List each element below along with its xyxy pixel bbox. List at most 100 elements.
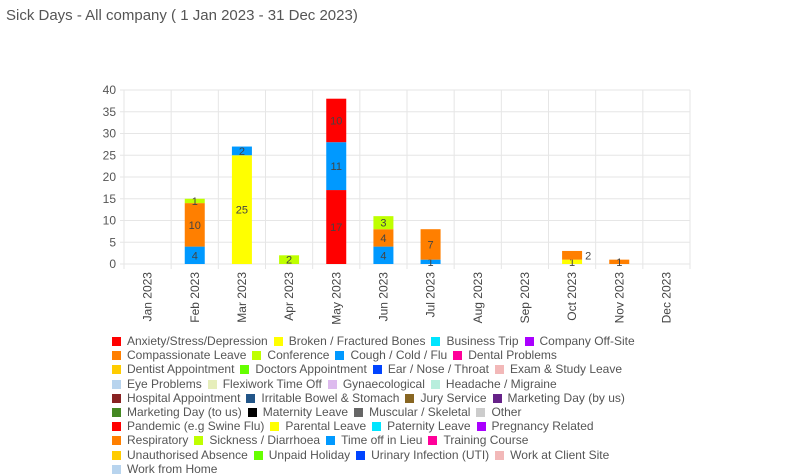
- data-label: 10: [330, 115, 342, 127]
- legend-item[interactable]: Unauthorised Absence: [112, 448, 248, 462]
- legend-label: Unauthorised Absence: [127, 447, 248, 462]
- legend-swatch-icon: [112, 436, 121, 446]
- legend-swatch-icon: [112, 393, 121, 403]
- legend-label: Marketing Day (by us): [507, 390, 625, 405]
- legend-item[interactable]: Respiratory: [112, 433, 188, 447]
- legend-label: Flexiwork Time Off: [222, 376, 322, 391]
- legend-item[interactable]: Time off in Lieu: [326, 433, 422, 447]
- legend-item[interactable]: Cough / Cold / Flu: [335, 348, 447, 362]
- legend-label: Conference: [267, 348, 330, 363]
- data-label: 25: [236, 205, 248, 217]
- x-tick-label: Mar 2023: [235, 272, 249, 323]
- legend-item[interactable]: Exam & Study Leave: [494, 362, 623, 377]
- legend-swatch-icon: [494, 365, 504, 375]
- legend-item[interactable]: Eye Problems: [112, 377, 202, 391]
- legend-item[interactable]: Conference: [252, 348, 329, 362]
- legend-label: Business Trip: [446, 334, 519, 348]
- legend-swatch-icon: [405, 393, 415, 403]
- legend-item[interactable]: Doctors Appointment: [240, 362, 367, 376]
- legend-item[interactable]: Sickness / Diarrhoea: [194, 433, 320, 447]
- legend-swatch-icon: [273, 337, 283, 346]
- bar-segment: [373, 246, 394, 264]
- x-tick-label: May 2023: [329, 272, 343, 325]
- legend-item[interactable]: Pregnancy Related: [476, 419, 594, 434]
- legend-swatch-icon: [246, 393, 256, 403]
- legend-label: Time off in Lieu: [341, 433, 423, 448]
- legend-item[interactable]: Paternity Leave: [372, 419, 471, 433]
- data-label: 1: [569, 257, 575, 269]
- legend-swatch-icon: [354, 408, 364, 418]
- legend-item[interactable]: Dentist Appointment: [112, 362, 234, 376]
- legend-item[interactable]: Headache / Migraine: [430, 376, 557, 391]
- legend-item[interactable]: Other: [476, 405, 521, 419]
- data-label: 4: [380, 233, 386, 245]
- legend-label: Maternity Leave: [262, 405, 349, 420]
- bar-segment: [326, 142, 347, 191]
- legend-swatch-icon: [112, 408, 121, 418]
- legend-item[interactable]: Anxiety/Stress/Depression: [112, 334, 268, 348]
- y-tick-label: 30: [103, 127, 117, 141]
- legend-item[interactable]: Urinary Infection (UTI): [356, 448, 489, 462]
- legend-item[interactable]: Flexiwork Time Off: [207, 376, 322, 391]
- legend-label: Pandemic (e.g Swine Flu): [127, 419, 265, 434]
- legend-label: Muscular / Skeletal: [369, 405, 471, 420]
- legend-item[interactable]: Maternity Leave: [247, 405, 349, 420]
- legend-label: Respiratory: [127, 433, 189, 448]
- legend-item[interactable]: Irritable Bowel & Stomach: [246, 391, 399, 405]
- legend-item[interactable]: Work from Home: [112, 462, 217, 476]
- data-label: 4: [192, 250, 198, 262]
- legend-item[interactable]: Training Course: [428, 433, 528, 447]
- legend-swatch-icon: [253, 450, 263, 460]
- legend-label: Training Course: [443, 433, 529, 448]
- legend-swatch-icon: [327, 379, 337, 389]
- legend-item[interactable]: Company Off-Site: [524, 334, 635, 348]
- data-label: 10: [189, 220, 201, 232]
- legend-label: Jury Service: [420, 390, 487, 405]
- legend-label: Headache / Migraine: [445, 376, 557, 391]
- bar-segment: [279, 255, 300, 264]
- legend-item[interactable]: Work at Client Site: [495, 448, 609, 462]
- data-label: 2: [239, 146, 245, 158]
- stacked-bar-chart: 0 5 10 15 20 25 30 35 40 Jan 2023 Feb 2023 4 10 1 Mar …: [103, 83, 691, 325]
- legend-label: Pregnancy Related: [491, 419, 594, 434]
- legend-label: Compassionate Leave: [127, 348, 247, 363]
- legend-swatch-icon: [476, 422, 486, 432]
- legend-item[interactable]: Marketing Day (by us): [492, 390, 625, 405]
- legend-item[interactable]: Dental Problems: [453, 348, 557, 362]
- legend-label: Anxiety/Stress/Depression: [127, 334, 268, 348]
- legend-label: Marketing Day (to us): [127, 405, 242, 420]
- bar-segment: [562, 259, 583, 264]
- y-tick-label: 5: [109, 235, 116, 249]
- chart-legend: Anxiety/Stress/Depression Broken / Fractu…: [112, 334, 672, 476]
- x-tick-label: Feb 2023: [188, 272, 202, 323]
- legend-item[interactable]: Parental Leave: [270, 419, 366, 433]
- legend-item[interactable]: Muscular / Skeletal: [354, 405, 470, 419]
- legend-item[interactable]: Business Trip: [431, 334, 519, 348]
- bar-segment: [562, 250, 583, 260]
- legend-item[interactable]: Pandemic (e.g Swine Flu): [112, 419, 264, 433]
- legend-item[interactable]: Ear / Nose / Throat: [372, 362, 489, 376]
- legend-label: Urinary Infection (UTI): [371, 447, 490, 462]
- legend-label: Hospital Appointment: [127, 390, 241, 405]
- legend-item[interactable]: Jury Service: [405, 390, 487, 405]
- legend-swatch-icon: [495, 450, 505, 460]
- y-tick-label: 15: [103, 192, 117, 206]
- legend-item[interactable]: Gynaecological: [327, 377, 425, 391]
- legend-swatch-icon: [492, 393, 502, 403]
- data-label: 3: [380, 218, 386, 230]
- legend-swatch-icon: [372, 422, 382, 432]
- legend-label: Unpaid Holiday: [268, 447, 351, 462]
- data-label: 17: [330, 222, 342, 234]
- legend-item[interactable]: Unpaid Holiday: [253, 447, 351, 462]
- bar-segment: [373, 229, 394, 247]
- legend-swatch-icon: [270, 422, 280, 432]
- legend-label: Exam & Study Leave: [509, 362, 623, 377]
- legend-item[interactable]: Compassionate Leave: [112, 348, 246, 362]
- legend-label: Company Off-Site: [539, 334, 635, 348]
- legend-item[interactable]: Hospital Appointment: [112, 391, 240, 405]
- legend-item[interactable]: Marketing Day (to us): [112, 405, 242, 419]
- legend-item[interactable]: Broken / Fractured Bones: [273, 334, 425, 348]
- legend-swatch-icon: [431, 337, 441, 346]
- legend-swatch-icon: [112, 450, 121, 460]
- legend-swatch-icon: [356, 450, 366, 460]
